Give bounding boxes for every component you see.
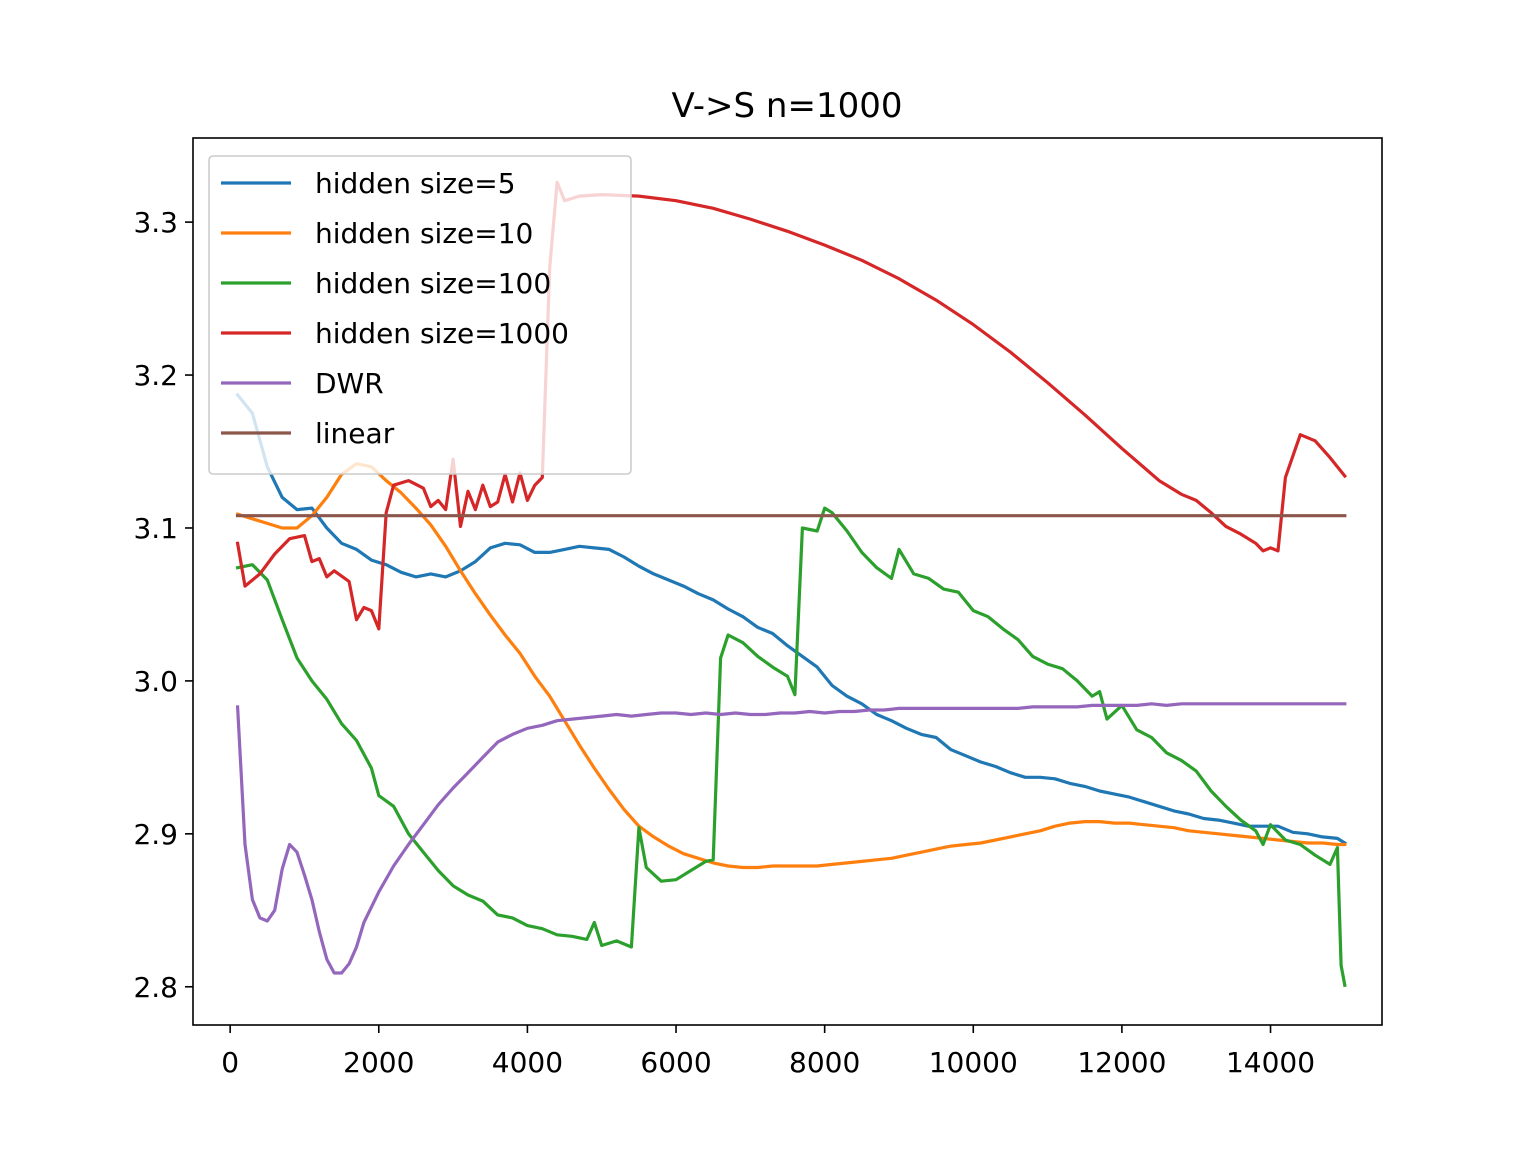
x-tick-label: 14000 [1226,1046,1315,1079]
y-axis: 2.8 2.9 3.0 3.1 3.2 3.3 [133,206,193,1004]
y-tick-label: 3.1 [133,512,178,545]
chart-title: V->S n=1000 [672,86,903,126]
x-tick-label: 2000 [343,1046,414,1079]
y-tick-label: 3.3 [133,206,178,239]
x-tick-label: 4000 [492,1046,563,1079]
x-tick-label: 10000 [929,1046,1018,1079]
x-tick-label: 12000 [1077,1046,1166,1079]
y-tick-label: 2.8 [133,971,178,1004]
y-tick-label: 2.9 [133,818,178,851]
series-line-2 [235,506,1347,988]
y-tick-label: 3.0 [133,665,178,698]
x-axis: 0 2000 4000 6000 8000 10000 12000 14000 [221,1025,1315,1079]
legend-label: hidden size=5 [315,167,516,200]
x-tick-label: 8000 [789,1046,860,1079]
legend: hidden size=5 hidden size=10 hidden size=1… [208,155,632,475]
legend-label: linear [315,417,395,450]
plot-area [235,180,1348,988]
series-line-1 [235,462,1347,870]
legend-box [208,155,632,475]
series-line-3 [235,180,1348,631]
y-tick-label: 3.2 [133,359,178,392]
series-line-4 [235,702,1347,975]
x-tick-label: 0 [221,1046,239,1079]
series-line-0 [235,392,1348,846]
legend-label: hidden size=100 [315,267,551,300]
x-tick-label: 6000 [640,1046,711,1079]
legend-label: hidden size=10 [315,217,533,250]
legend-label: DWR [315,367,384,400]
axes-frame [192,137,1383,1026]
legend-label: hidden size=1000 [315,317,569,350]
